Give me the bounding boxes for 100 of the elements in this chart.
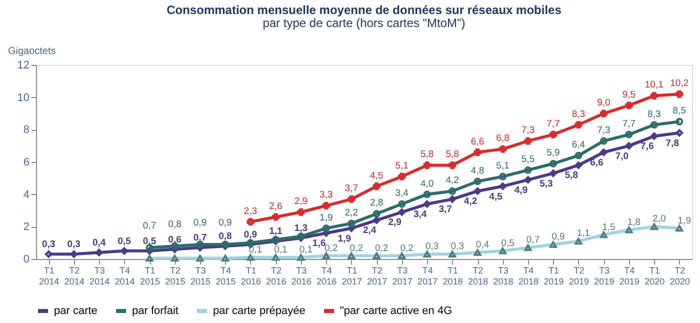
y-tick-label: 4 xyxy=(23,188,30,201)
legend-label: par carte xyxy=(54,305,98,317)
data-label: 2,2 xyxy=(344,207,358,218)
x-tick-label: T3 2016 xyxy=(291,266,312,286)
y-tick-label: 12 xyxy=(17,60,30,72)
y-tick-label: 6 xyxy=(23,156,30,168)
data-label: 0,3 xyxy=(67,239,80,250)
data-label: 2,8 xyxy=(370,198,384,209)
x-tick-label: T1 2014 xyxy=(39,266,60,286)
data-label: 8,5 xyxy=(672,106,686,117)
data-label: 2,9 xyxy=(388,217,402,228)
data-label: 1,9 xyxy=(338,233,351,244)
data-label: 4,5 xyxy=(370,170,384,182)
data-label: 2,4 xyxy=(363,225,377,236)
data-label: 7,0 xyxy=(615,150,629,162)
data-label: 2,3 xyxy=(244,206,258,217)
data-label: 0,7 xyxy=(526,234,540,246)
data-label: 0,5 xyxy=(501,238,514,249)
data-label: 6,4 xyxy=(572,140,586,151)
data-label: 4,0 xyxy=(420,178,434,190)
x-tick-label: T3 2017 xyxy=(392,266,412,286)
data-label: 1,5 xyxy=(602,222,616,233)
x-tick-label: T2 2020 xyxy=(670,266,690,286)
data-label: 6,8 xyxy=(496,133,510,144)
data-label: 5,8 xyxy=(446,149,459,160)
data-label: 4,2 xyxy=(464,196,478,208)
data-label: 10,2 xyxy=(670,78,689,90)
data-label: 8,3 xyxy=(648,108,661,120)
data-label: 0,9 xyxy=(193,217,207,228)
x-tick-label: T4 2017 xyxy=(418,266,438,286)
data-label: 1,9 xyxy=(320,212,333,224)
legend-label: "par carte active en 4G xyxy=(340,305,452,317)
data-label: 3,7 xyxy=(344,183,358,194)
data-label: 1,1 xyxy=(576,228,590,240)
data-label: 10,1 xyxy=(644,80,664,91)
data-label: 2,0 xyxy=(652,214,666,225)
x-tick-label: T3 2015 xyxy=(190,266,211,286)
data-label: 0,7 xyxy=(193,232,207,244)
chart-subtitle: par type de carte (hors cartes "MtoM") xyxy=(262,16,466,30)
data-label: 7,7 xyxy=(622,118,636,130)
x-tick-label: T3 2018 xyxy=(493,266,514,286)
data-label: 1,6 xyxy=(312,238,326,250)
x-tick-label: T4 2015 xyxy=(216,266,236,286)
data-label: 0,2 xyxy=(350,242,363,254)
legend-label: par forfait xyxy=(132,305,178,317)
x-tick-label: T2 2019 xyxy=(568,266,589,286)
data-label: 0,4 xyxy=(92,238,106,249)
y-axis-title: Gigaoctets xyxy=(8,46,56,57)
data-label: 0,3 xyxy=(425,241,439,252)
data-label: 0,9 xyxy=(552,231,565,242)
x-tick-label: T4 2018 xyxy=(518,266,539,286)
x-tick-label: T1 2017 xyxy=(342,266,362,286)
data-label: 3,4 xyxy=(413,209,428,220)
data-label: 0,1 xyxy=(248,244,262,256)
data-label: 5,8 xyxy=(564,170,578,182)
y-tick-label: 2 xyxy=(23,221,30,234)
x-tick-label: T1 2018 xyxy=(442,266,463,286)
data-label: 7,3 xyxy=(597,124,610,136)
data-label: 0,1 xyxy=(299,244,313,256)
data-label: 2,6 xyxy=(269,200,282,212)
data-label: 0,3 xyxy=(450,241,464,252)
data-label: 5,9 xyxy=(546,148,560,159)
data-label: 3,7 xyxy=(438,204,452,216)
data-label: 7,8 xyxy=(666,138,679,149)
data-label: 5,1 xyxy=(496,160,510,172)
data-label: 6,6 xyxy=(590,157,604,168)
x-tick-label: T2 2018 xyxy=(468,266,488,286)
legend-label: par carte prépayée xyxy=(213,305,306,317)
x-tick-label: T2 2016 xyxy=(266,266,286,286)
data-label: 3,4 xyxy=(395,188,408,200)
data-label: 3,3 xyxy=(320,190,333,201)
x-tick-label: T3 2019 xyxy=(594,266,614,286)
data-label: 1,9 xyxy=(678,215,691,226)
data-label: 4,9 xyxy=(514,184,528,196)
x-tick-label: T3 2014 xyxy=(90,266,110,286)
data-label: 0,8 xyxy=(168,219,182,230)
data-label: 7,3 xyxy=(521,124,535,136)
data-label: 6,6 xyxy=(470,136,484,148)
x-tick-label: T2 2014 xyxy=(64,266,84,286)
data-label: 5,5 xyxy=(521,154,535,166)
x-tick-label: T2 2015 xyxy=(165,266,186,286)
data-label: 5,8 xyxy=(420,149,434,160)
data-label: 9,0 xyxy=(597,98,610,108)
data-label: 1,1 xyxy=(269,226,284,238)
x-tick-label: T1 2020 xyxy=(644,266,665,286)
data-label: 0,2 xyxy=(400,242,414,254)
data-label: 0,9 xyxy=(218,217,232,228)
data-label: 0,2 xyxy=(375,242,388,254)
y-tick-label: 0 xyxy=(23,254,30,266)
data-label: 0,1 xyxy=(274,244,288,256)
data-label: 0,5 xyxy=(118,236,132,247)
data-label: 0,7 xyxy=(142,220,156,232)
data-label: 8,3 xyxy=(572,108,586,120)
x-tick-label: T4 2019 xyxy=(619,266,640,286)
data-label: 1,3 xyxy=(294,222,308,234)
data-label: 0,2 xyxy=(324,242,338,254)
data-label: 0,6 xyxy=(168,234,182,246)
chart-title: Consommation mensuelle moyenne de données sur réseaux mobiles xyxy=(166,3,562,17)
x-tick-label: T2 2017 xyxy=(367,266,388,286)
data-label: 2,9 xyxy=(294,196,308,208)
